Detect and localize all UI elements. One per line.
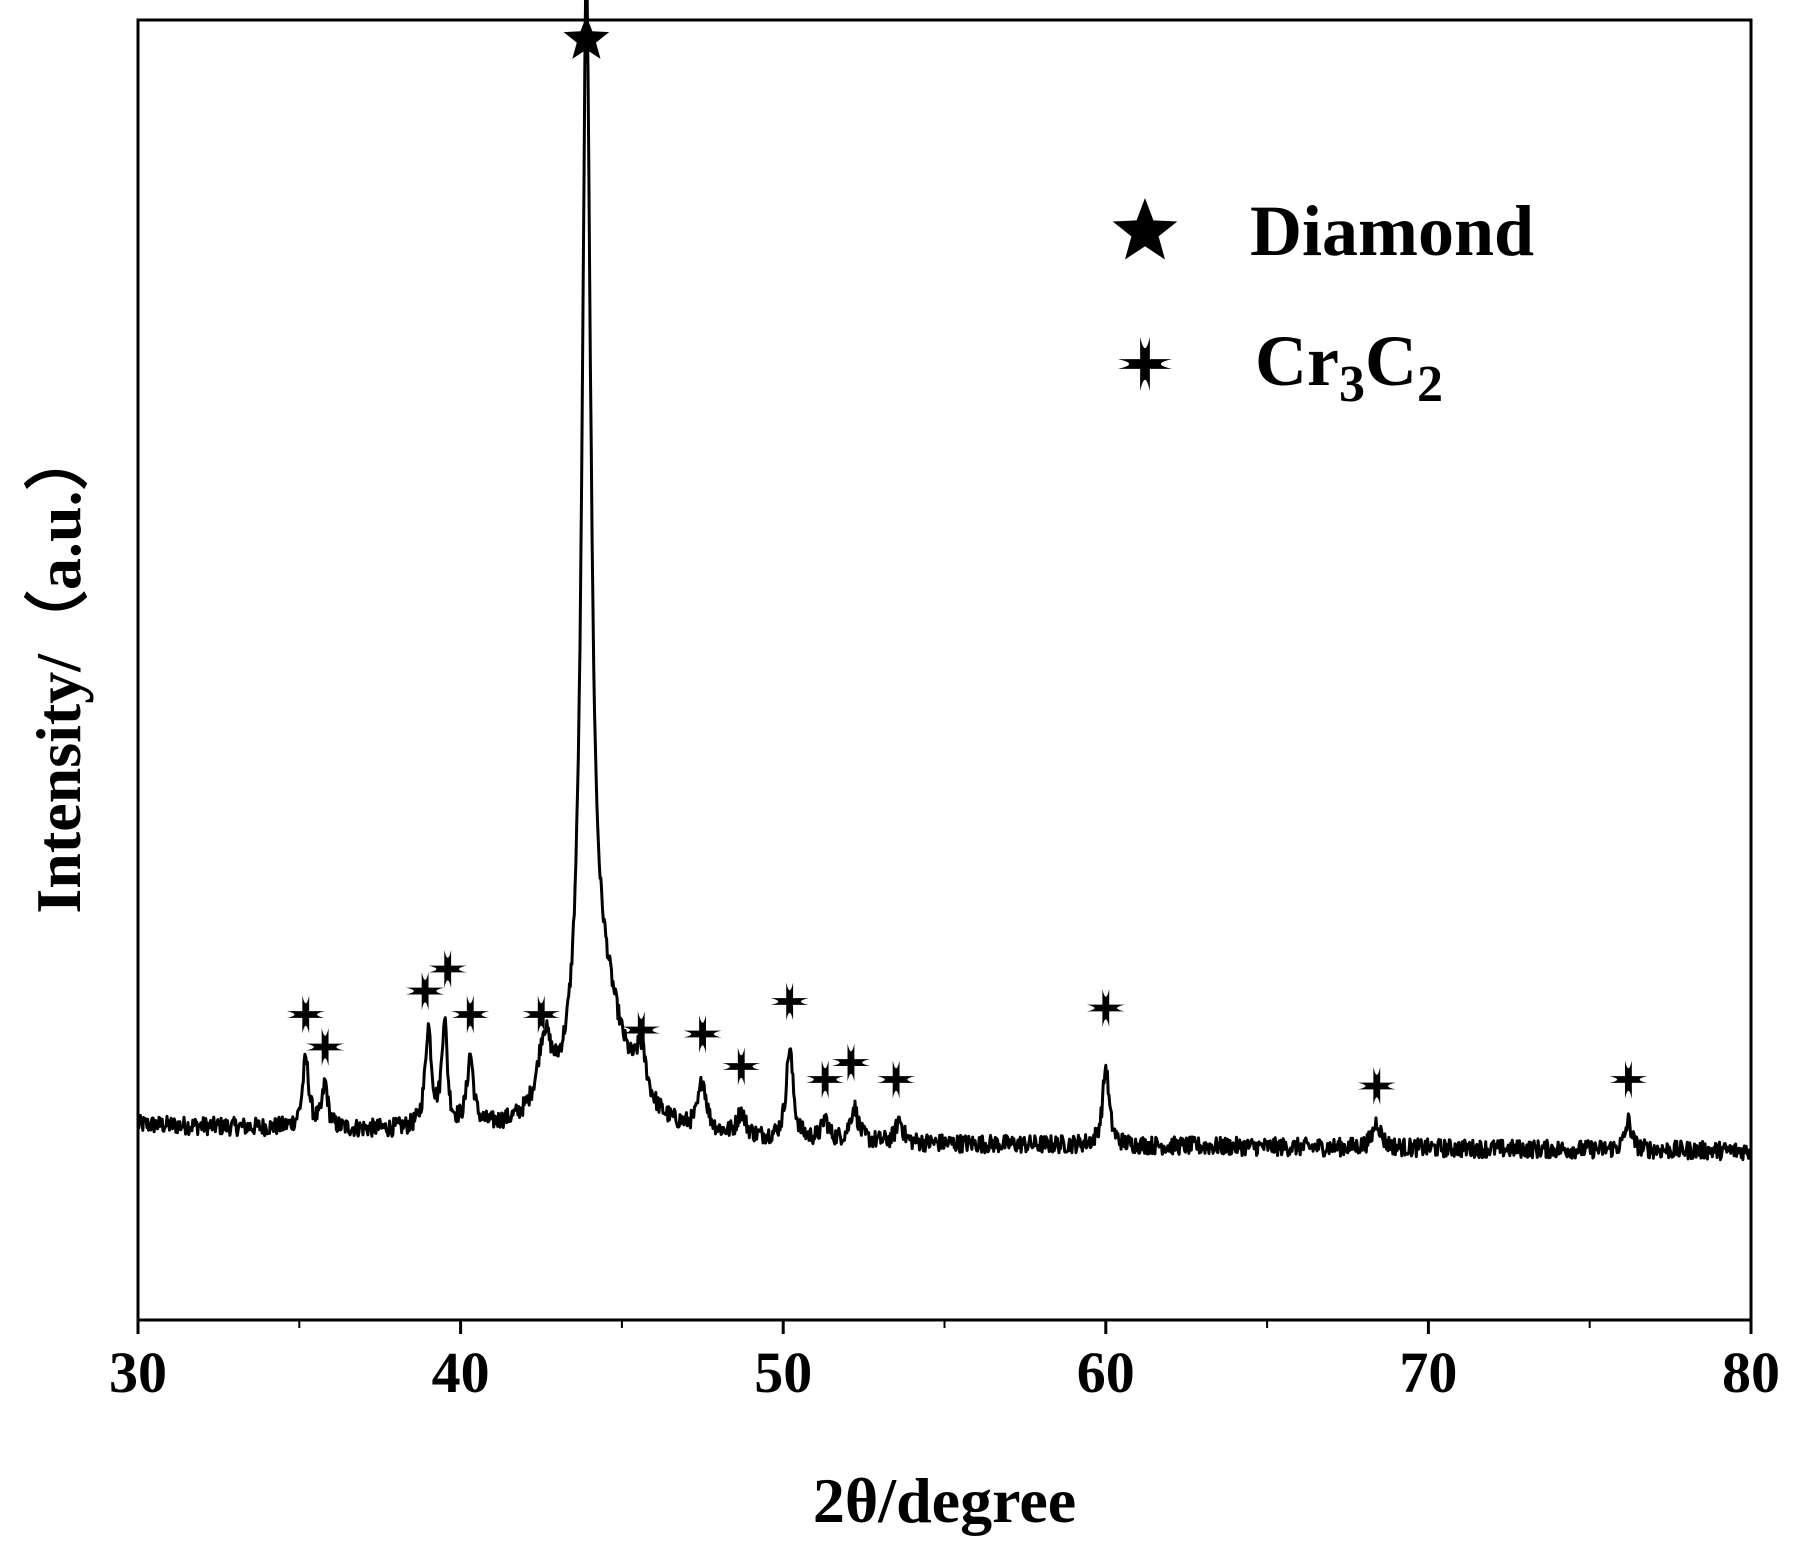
plus-marker-4 xyxy=(428,950,467,988)
plus-marker-3 xyxy=(406,972,445,1011)
plus-marker-7 xyxy=(622,1011,661,1050)
legend-star-icon xyxy=(1112,198,1178,260)
plus-marker-1 xyxy=(286,995,325,1034)
plus-marker-15 xyxy=(1357,1067,1396,1105)
plus-marker-6 xyxy=(522,995,561,1034)
legend-label-cr: Cr xyxy=(1255,321,1339,401)
legend-label-sub-3: 3 xyxy=(1339,356,1365,413)
peak-markers xyxy=(286,15,1648,1105)
plus-marker-12 xyxy=(831,1043,870,1082)
legend-plus-shape xyxy=(1118,337,1172,391)
plus-marker-16 xyxy=(1609,1060,1648,1099)
legend-label-c: C xyxy=(1365,321,1417,401)
legend-label-sub-2: 2 xyxy=(1417,356,1443,413)
legend-star-shape xyxy=(1112,198,1178,260)
plus-marker-11 xyxy=(806,1060,845,1099)
plus-marker-14 xyxy=(1086,989,1125,1027)
x-tick-label-70: 70 xyxy=(1399,1340,1457,1405)
plus-marker-13 xyxy=(877,1060,916,1099)
legend: Diamond Cr3C2 xyxy=(1112,191,1534,413)
plus-marker-5 xyxy=(451,995,490,1034)
plot-area xyxy=(136,0,1753,1162)
x-tick-label-50: 50 xyxy=(754,1340,812,1405)
plus-marker-10 xyxy=(770,982,809,1021)
x-tick-label-40: 40 xyxy=(432,1340,490,1405)
x-axis-title: 2θ/degree xyxy=(813,1465,1076,1536)
plus-marker-9 xyxy=(722,1047,761,1086)
legend-plus-icon xyxy=(1118,337,1172,391)
plus-marker-8 xyxy=(683,1015,722,1053)
x-axis: 30 40 50 60 70 80 xyxy=(109,1320,1780,1405)
y-axis-title: Intensity/（a.u.） xyxy=(23,426,94,913)
x-tick-label-80: 80 xyxy=(1722,1340,1780,1405)
x-tick-label-30: 30 xyxy=(109,1340,167,1405)
series-line-xrd-pattern xyxy=(136,0,1753,1162)
legend-label-diamond: Diamond xyxy=(1250,191,1534,271)
legend-label-cr3c2: Cr3C2 xyxy=(1255,321,1443,413)
plus-marker-2 xyxy=(306,1028,345,1066)
star-marker-0 xyxy=(563,15,610,59)
x-tick-label-60: 60 xyxy=(1077,1340,1135,1405)
